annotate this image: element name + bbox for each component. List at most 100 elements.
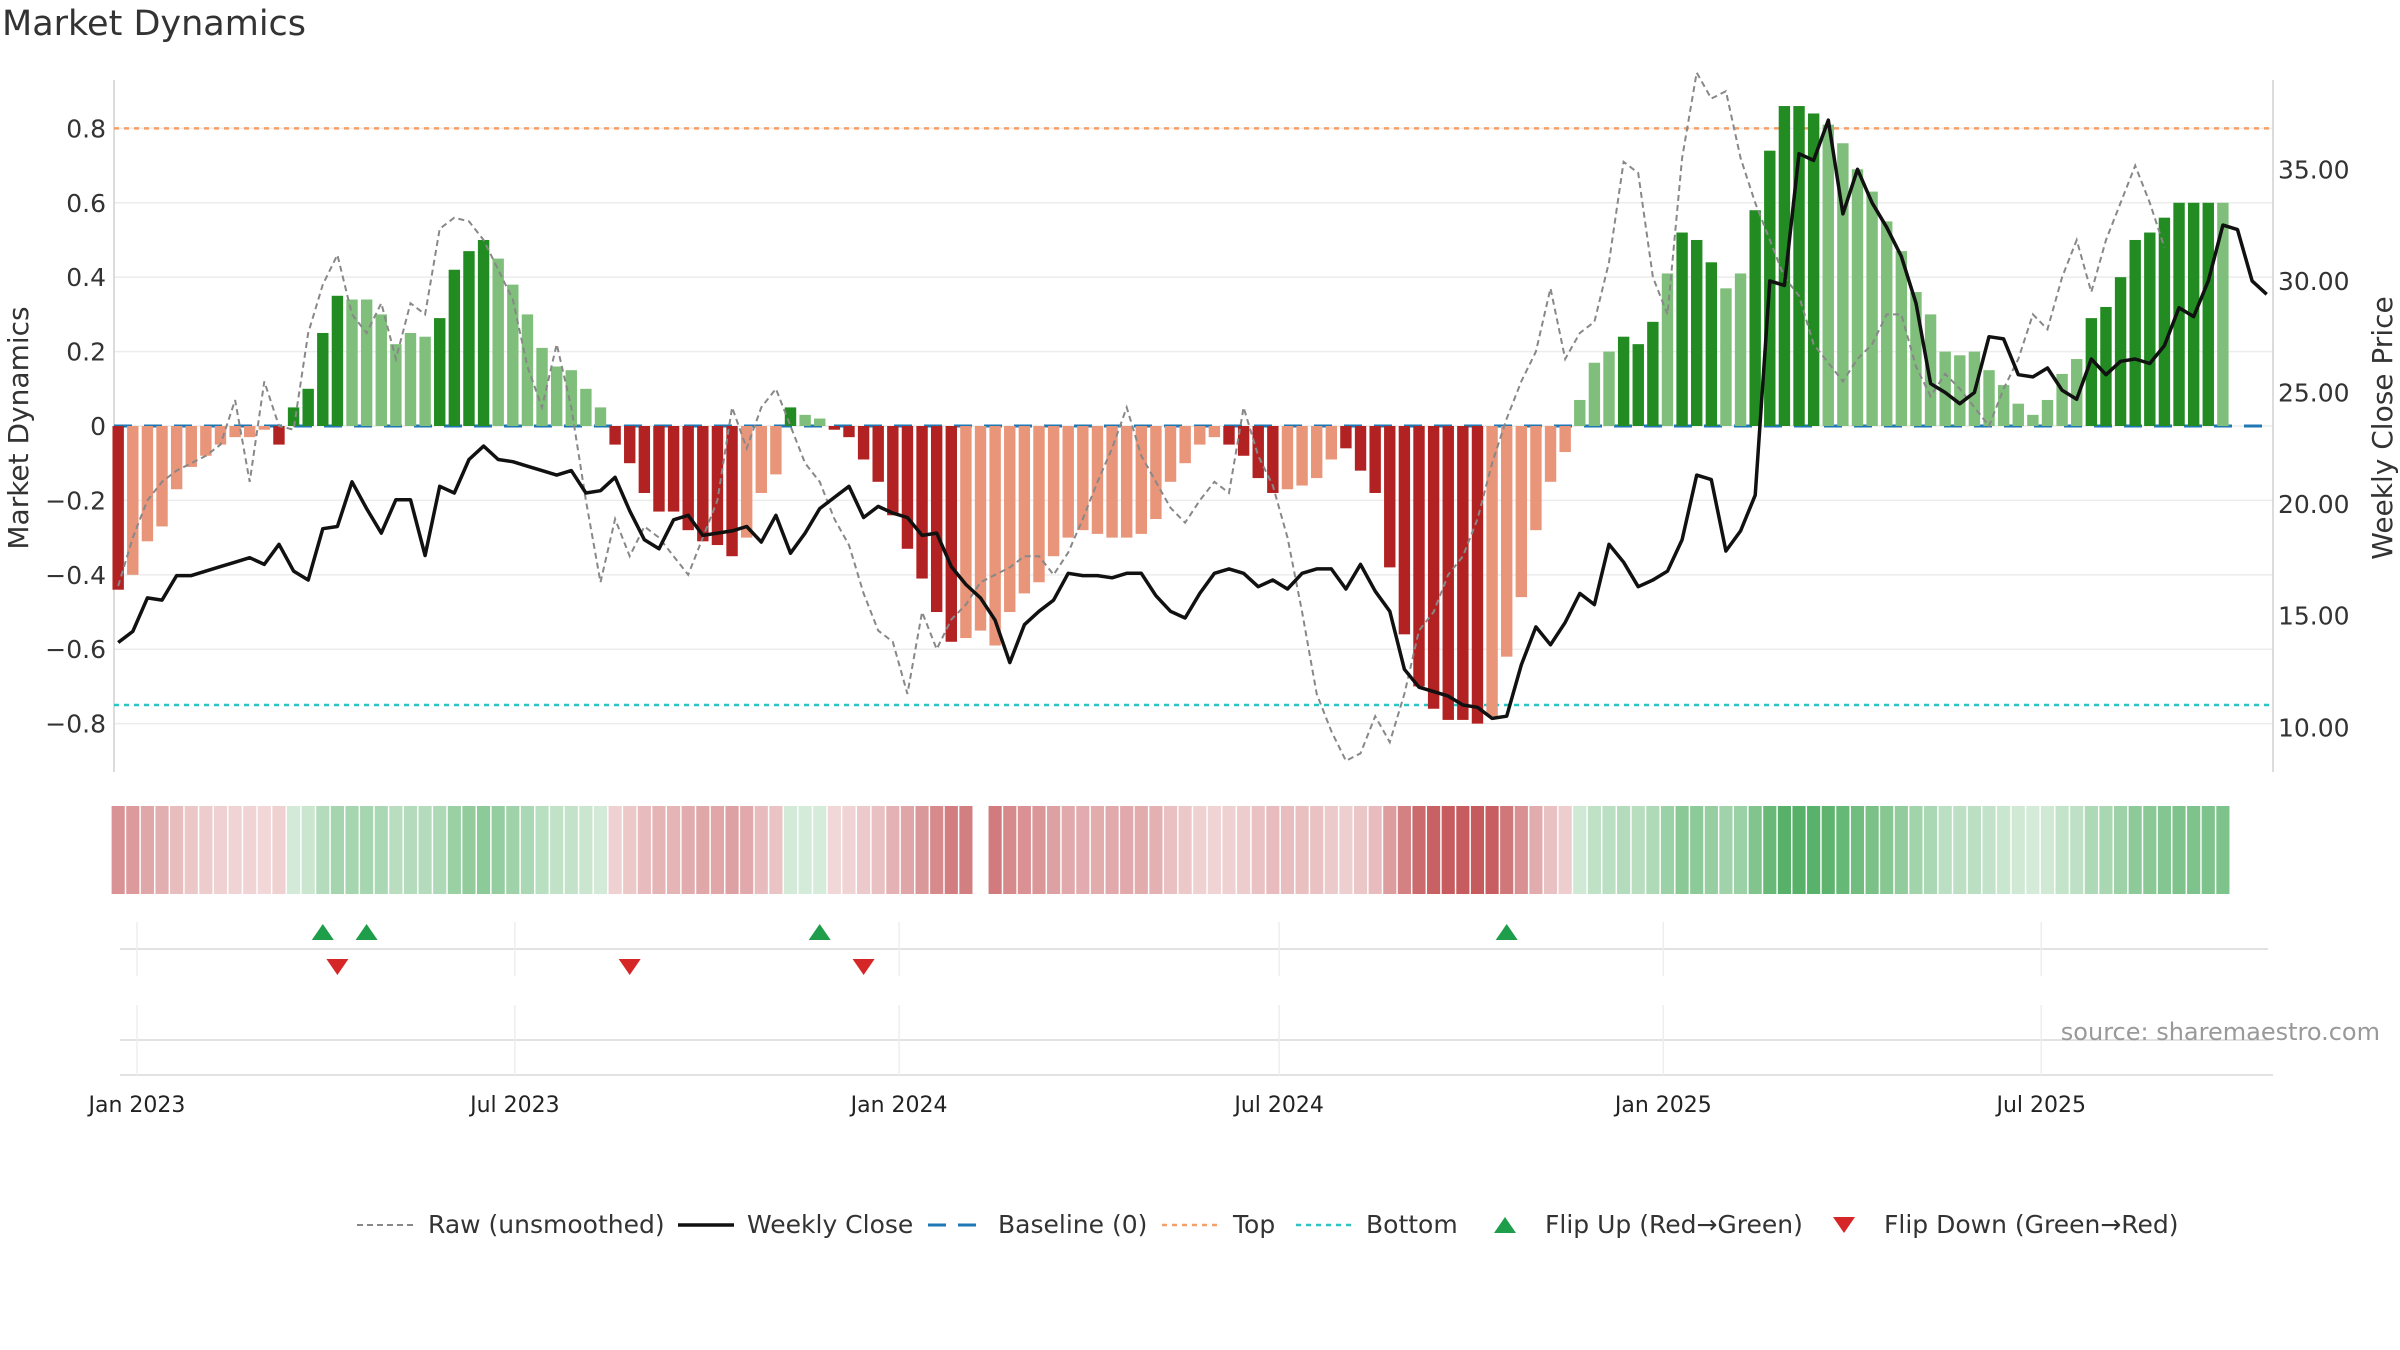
histogram-bar	[799, 414, 811, 426]
regime-band-cell	[330, 806, 344, 894]
regime-band-cell	[1368, 806, 1382, 894]
y2-tick-label: 35.00	[2278, 155, 2350, 184]
histogram-bar	[2158, 217, 2171, 426]
regime-band-cell	[2084, 806, 2098, 894]
x-tick-label: Jan 2024	[849, 1093, 948, 1118]
flip-up-marker	[311, 924, 334, 940]
regime-band-cell	[1397, 806, 1411, 894]
regime-band-cell	[1178, 806, 1192, 894]
regime-band-cell	[959, 806, 973, 894]
regime-band-cell	[1090, 806, 1105, 894]
histogram-bar	[945, 426, 957, 642]
histogram-bar	[390, 344, 402, 426]
histogram-bar	[331, 295, 344, 426]
histogram-bar	[1705, 262, 1718, 426]
source-note: source: sharemaestro.com	[2061, 1018, 2380, 1046]
histogram-bar	[258, 426, 271, 430]
histogram-bar	[1661, 273, 1674, 426]
legend-label-flip-up: Flip Up (Red→Green)	[1545, 1210, 1803, 1239]
regime-band-cell	[827, 806, 841, 894]
regime-band-cell	[2114, 806, 2128, 894]
raw-series-group	[117, 69, 2166, 763]
regime-band-cell	[1967, 806, 1981, 894]
regime-band-cell	[301, 806, 315, 894]
regime-band-cell	[403, 806, 418, 894]
histogram-bar	[1296, 426, 1308, 486]
regime-band-cell	[1222, 806, 1236, 894]
regime-band-cell	[1850, 806, 1865, 894]
regime-band-cell	[1894, 806, 1908, 894]
histogram-bar	[1851, 169, 1864, 427]
histogram-bar	[697, 426, 709, 542]
regime-band-cell	[857, 806, 871, 894]
histogram-bar	[200, 426, 212, 456]
regime-band-cell	[1134, 806, 1148, 894]
histogram-bar	[726, 426, 738, 557]
histogram-bar	[1369, 426, 1381, 493]
histogram-bar	[843, 426, 855, 438]
regime-band-cell	[1807, 806, 1821, 894]
regime-band-cell	[257, 806, 271, 894]
regime-band-cell	[1997, 806, 2011, 894]
regime-band-cell	[1470, 806, 1485, 894]
regime-band-cell	[2070, 806, 2084, 894]
histogram-bar	[1047, 426, 1060, 557]
regime-band-cell	[754, 806, 768, 894]
flip-down-marker	[618, 959, 641, 975]
histogram-bar	[1004, 426, 1016, 613]
regime-band-cell	[2216, 806, 2230, 894]
histogram-bar	[112, 426, 124, 590]
regime-band-cell	[1777, 806, 1791, 894]
regime-band-cell	[1456, 806, 1470, 894]
y-tick-label: 0.6	[66, 189, 106, 218]
histogram-bar	[1734, 273, 1747, 426]
histogram-bar	[127, 426, 139, 575]
x-tick-label: Jul 2025	[1994, 1093, 2086, 1118]
regime-band-cell	[1514, 806, 1528, 894]
legend-swatch-flip-up	[1494, 1217, 1516, 1233]
legend-label-baseline: Baseline (0)	[998, 1210, 1147, 1239]
histogram-bar	[2144, 232, 2156, 426]
regime-band-cell	[871, 806, 885, 894]
histogram-bar	[360, 299, 373, 426]
histogram-bar	[1340, 426, 1352, 449]
legend-label-close: Weekly Close	[747, 1210, 913, 1239]
histogram-bar	[989, 426, 1001, 646]
histogram-bar	[1486, 426, 1498, 717]
histogram-bar	[1559, 426, 1571, 453]
regime-band-cell	[2201, 806, 2215, 894]
regime-band-cell	[681, 806, 695, 894]
regime-band-cell	[1792, 806, 1806, 894]
regime-band-cell	[2157, 806, 2171, 894]
regime-band-cell	[988, 806, 1002, 894]
regime-band-cell	[1587, 806, 1601, 894]
legend: Raw (unsmoothed) Weekly Close Baseline (0)…	[357, 1210, 2179, 1239]
y2-tick-label: 25.00	[2278, 379, 2350, 408]
histogram-bar	[273, 426, 285, 445]
regime-band-cell	[2040, 806, 2055, 894]
regime-band-cell	[374, 806, 388, 894]
histogram-bar	[1442, 426, 1454, 720]
histogram-bar	[1866, 191, 1878, 426]
regime-band-cell	[184, 806, 198, 894]
regime-band-cell	[126, 806, 140, 894]
y2-axis-label: Weekly Close Price	[2366, 296, 2399, 559]
histogram-bar	[1837, 143, 1849, 426]
regime-band-cell	[1149, 806, 1163, 894]
histogram-bar	[507, 284, 519, 426]
histogram-bar	[419, 336, 431, 426]
regime-band-cell	[564, 806, 578, 894]
regime-band-cell	[345, 806, 359, 894]
histogram-bar	[1807, 113, 1820, 426]
histogram-bar	[784, 407, 797, 426]
regime-band-cell	[1076, 806, 1090, 894]
histogram-bar	[1793, 106, 1805, 426]
histogram-bar	[1544, 426, 1557, 482]
histogram-bar	[1164, 426, 1177, 482]
histogram-bar	[887, 426, 899, 516]
histogram-bar	[901, 426, 914, 549]
flip-up-marker	[808, 924, 831, 940]
histogram-bar	[1939, 351, 1951, 426]
histogram-bar	[580, 388, 592, 426]
histogram-bar	[1457, 426, 1469, 720]
